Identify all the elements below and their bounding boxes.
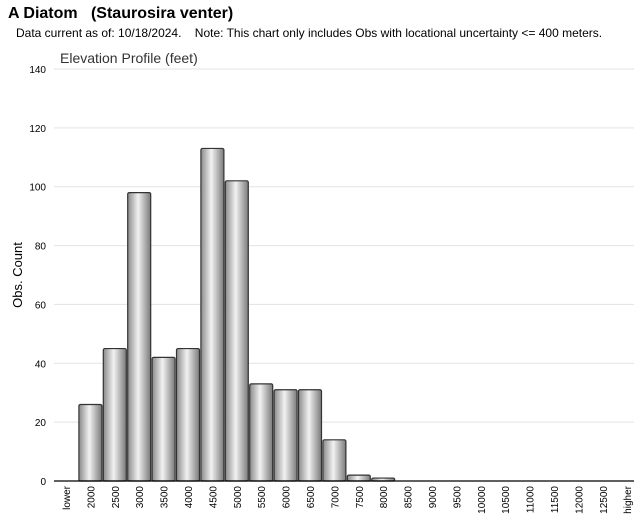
x-tick-label: 4000 <box>184 486 195 509</box>
y-axis-label: Obs. Count <box>10 242 25 308</box>
x-tick-label: 5500 <box>257 486 268 509</box>
x-tick-label: higher <box>623 485 634 513</box>
x-tick-label: 7500 <box>355 486 366 509</box>
bar-3000 <box>127 192 152 482</box>
y-tick-label: 60 <box>35 300 47 311</box>
y-tick-label: 20 <box>35 418 47 429</box>
x-tick-label: 12000 <box>574 486 585 514</box>
y-tick-labels: 0 20 40 60 80 100 120 140 <box>29 65 46 488</box>
y-tick-label: 140 <box>29 65 46 76</box>
bars <box>78 147 396 482</box>
x-tick-label: 8500 <box>404 486 415 509</box>
bar-5000 <box>224 180 249 482</box>
bar-2500 <box>102 347 127 482</box>
x-tick-label: 4500 <box>208 486 219 509</box>
x-tick-label: 10000 <box>477 486 488 514</box>
x-tick-label: 6500 <box>306 486 317 509</box>
chart-header-note: Data current as of: 10/18/2024. Note: Th… <box>16 26 603 40</box>
bar-6500 <box>297 389 323 482</box>
chart-header-title: A Diatom (Staurosira venter) <box>8 5 234 22</box>
bar-7000 <box>322 439 347 482</box>
bar-4500 <box>200 147 225 482</box>
bar-7500 <box>346 474 371 482</box>
y-tick-label: 100 <box>29 183 46 194</box>
y-tick-label: 80 <box>35 242 47 253</box>
x-tick-label: lower <box>62 485 73 510</box>
x-tick-label: 12500 <box>599 486 610 514</box>
x-tick-label: 7000 <box>330 486 341 509</box>
x-tick-label: 3000 <box>135 486 146 509</box>
x-tick-label: 6000 <box>282 486 293 509</box>
x-tick-label: 8000 <box>379 486 390 509</box>
bar-4000 <box>175 347 201 482</box>
bar-3500 <box>151 356 176 482</box>
bar-6000 <box>273 389 298 482</box>
x-tick-label: 11000 <box>526 486 537 514</box>
x-tick-label: 9500 <box>452 486 463 509</box>
x-tick-label: 2000 <box>86 486 97 509</box>
y-tick-label: 0 <box>40 477 46 488</box>
y-tick-label: 40 <box>35 359 47 370</box>
x-tick-label: 5000 <box>233 486 244 509</box>
bar-2000 <box>78 403 103 482</box>
x-tick-label: 11500 <box>550 486 561 514</box>
chart-title: Elevation Profile (feet) <box>60 50 198 66</box>
y-tick-label: 120 <box>29 124 46 135</box>
x-tick-labels: lower 2000 2500 3000 3500 4000 4500 5000 5500 600… <box>62 485 634 513</box>
bar-5500 <box>249 383 274 482</box>
x-tick-label: 10500 <box>501 486 512 514</box>
x-tick-label: 2500 <box>111 486 122 509</box>
x-tick-label: 3500 <box>160 486 171 509</box>
x-tick-label: 9000 <box>428 486 439 509</box>
